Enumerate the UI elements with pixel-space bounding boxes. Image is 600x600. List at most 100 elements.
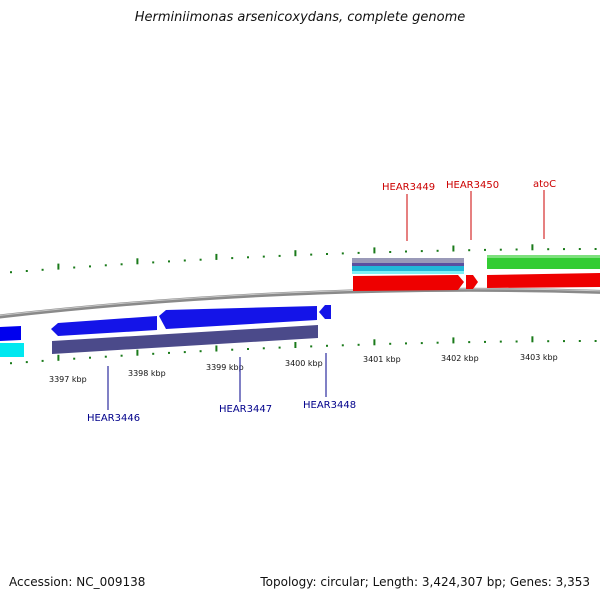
minor-tick [341, 252, 344, 255]
minor-tick [10, 271, 12, 274]
tick-label: 3401 kbp [363, 355, 401, 364]
gene-cyan-light-band [352, 271, 464, 274]
minor-tick [41, 268, 44, 271]
minor-tick [199, 258, 202, 261]
gene-red-right[interactable] [487, 273, 600, 288]
minor-tick [231, 348, 234, 351]
minor-tick [436, 341, 439, 344]
gene-gray-band [352, 258, 464, 264]
minor-tick [420, 342, 423, 345]
minor-tick [89, 265, 91, 268]
minor-tick [357, 251, 360, 254]
minor-tick [104, 264, 107, 267]
minor-tick [326, 344, 328, 347]
minor-tick [310, 253, 313, 256]
minor-tick [547, 340, 550, 343]
minor-tick [436, 249, 439, 252]
major-tick [57, 263, 60, 270]
minor-tick [563, 340, 565, 343]
gene-cyan-left [0, 343, 24, 357]
major-tick [57, 354, 60, 361]
minor-tick [73, 266, 76, 269]
major-tick [294, 250, 297, 257]
minor-tick [168, 260, 170, 263]
tick-label: 3402 kbp [441, 354, 479, 363]
gene-purple-band [352, 263, 464, 266]
minor-tick [341, 344, 344, 347]
minor-tick [468, 249, 471, 252]
lower-tick-row [10, 336, 597, 365]
minor-tick [594, 340, 597, 342]
minor-tick [168, 351, 170, 354]
major-tick [136, 349, 139, 356]
minor-tick [41, 359, 44, 362]
minor-tick [278, 346, 281, 349]
minor-tick [25, 270, 28, 272]
gene-label-forward[interactable]: HEAR3450 [446, 180, 499, 191]
minor-tick [231, 257, 234, 260]
gene-label-forward[interactable]: atoC [533, 179, 556, 190]
major-tick [215, 345, 218, 352]
minor-tick [73, 357, 76, 360]
minor-tick [389, 251, 392, 253]
minor-tick [183, 351, 186, 354]
gene-label-reverse[interactable]: HEAR3447 [219, 404, 272, 415]
gene-blue-left [0, 326, 21, 341]
minor-tick [499, 248, 502, 251]
gene-hear3448[interactable] [319, 305, 331, 319]
minor-tick [594, 248, 597, 250]
minor-tick [515, 248, 518, 251]
genome-backbone [0, 287, 600, 319]
minor-tick [484, 248, 486, 251]
minor-tick [262, 255, 265, 258]
minor-tick [262, 347, 265, 350]
minor-tick [120, 354, 123, 357]
minor-tick [326, 253, 328, 255]
major-tick [452, 245, 455, 252]
minor-tick [515, 340, 518, 343]
gene-hear3446[interactable] [51, 316, 157, 336]
gene-hear3447[interactable] [159, 306, 317, 329]
minor-tick [357, 343, 360, 346]
gene-label-reverse[interactable]: HEAR3448 [303, 400, 356, 411]
tick-label: 3400 kbp [285, 359, 323, 368]
minor-tick [578, 340, 581, 342]
gene-atoc-shade [487, 255, 600, 258]
minor-tick [468, 341, 471, 344]
major-tick [136, 258, 139, 265]
minor-tick [563, 248, 565, 251]
accession-text: Accession: NC_009138 [9, 575, 146, 589]
minor-tick [152, 261, 155, 264]
minor-tick [389, 342, 392, 345]
minor-tick [89, 356, 91, 359]
minor-tick [484, 340, 486, 343]
minor-tick [247, 348, 249, 350]
minor-tick [247, 256, 249, 259]
gene-hear3449[interactable] [353, 275, 464, 291]
map-title: Herminiimonas arsenicoxydans, complete g… [134, 10, 466, 25]
minor-tick [152, 352, 155, 355]
gene-slate-band [52, 325, 318, 354]
minor-tick [310, 345, 313, 348]
genome-backbone-highlight [0, 288, 600, 316]
minor-tick [499, 340, 502, 343]
minor-tick [578, 248, 581, 250]
minor-tick [547, 248, 550, 251]
major-tick [452, 337, 455, 344]
minor-tick [405, 342, 407, 345]
upper-tick-row [10, 244, 597, 274]
minor-tick [199, 350, 202, 353]
major-tick [215, 253, 218, 260]
minor-tick [120, 263, 123, 266]
minor-tick [183, 259, 186, 262]
gene-cyan-band [352, 266, 464, 271]
gene-label-reverse[interactable]: HEAR3446 [87, 413, 140, 424]
minor-tick [10, 362, 12, 365]
major-tick [373, 339, 376, 346]
gene-hear3450[interactable] [466, 275, 478, 289]
tick-label: 3397 kbp [49, 375, 87, 384]
minor-tick [420, 250, 423, 253]
gene-atoc[interactable] [487, 255, 600, 269]
gene-label-forward[interactable]: HEAR3449 [382, 182, 435, 193]
